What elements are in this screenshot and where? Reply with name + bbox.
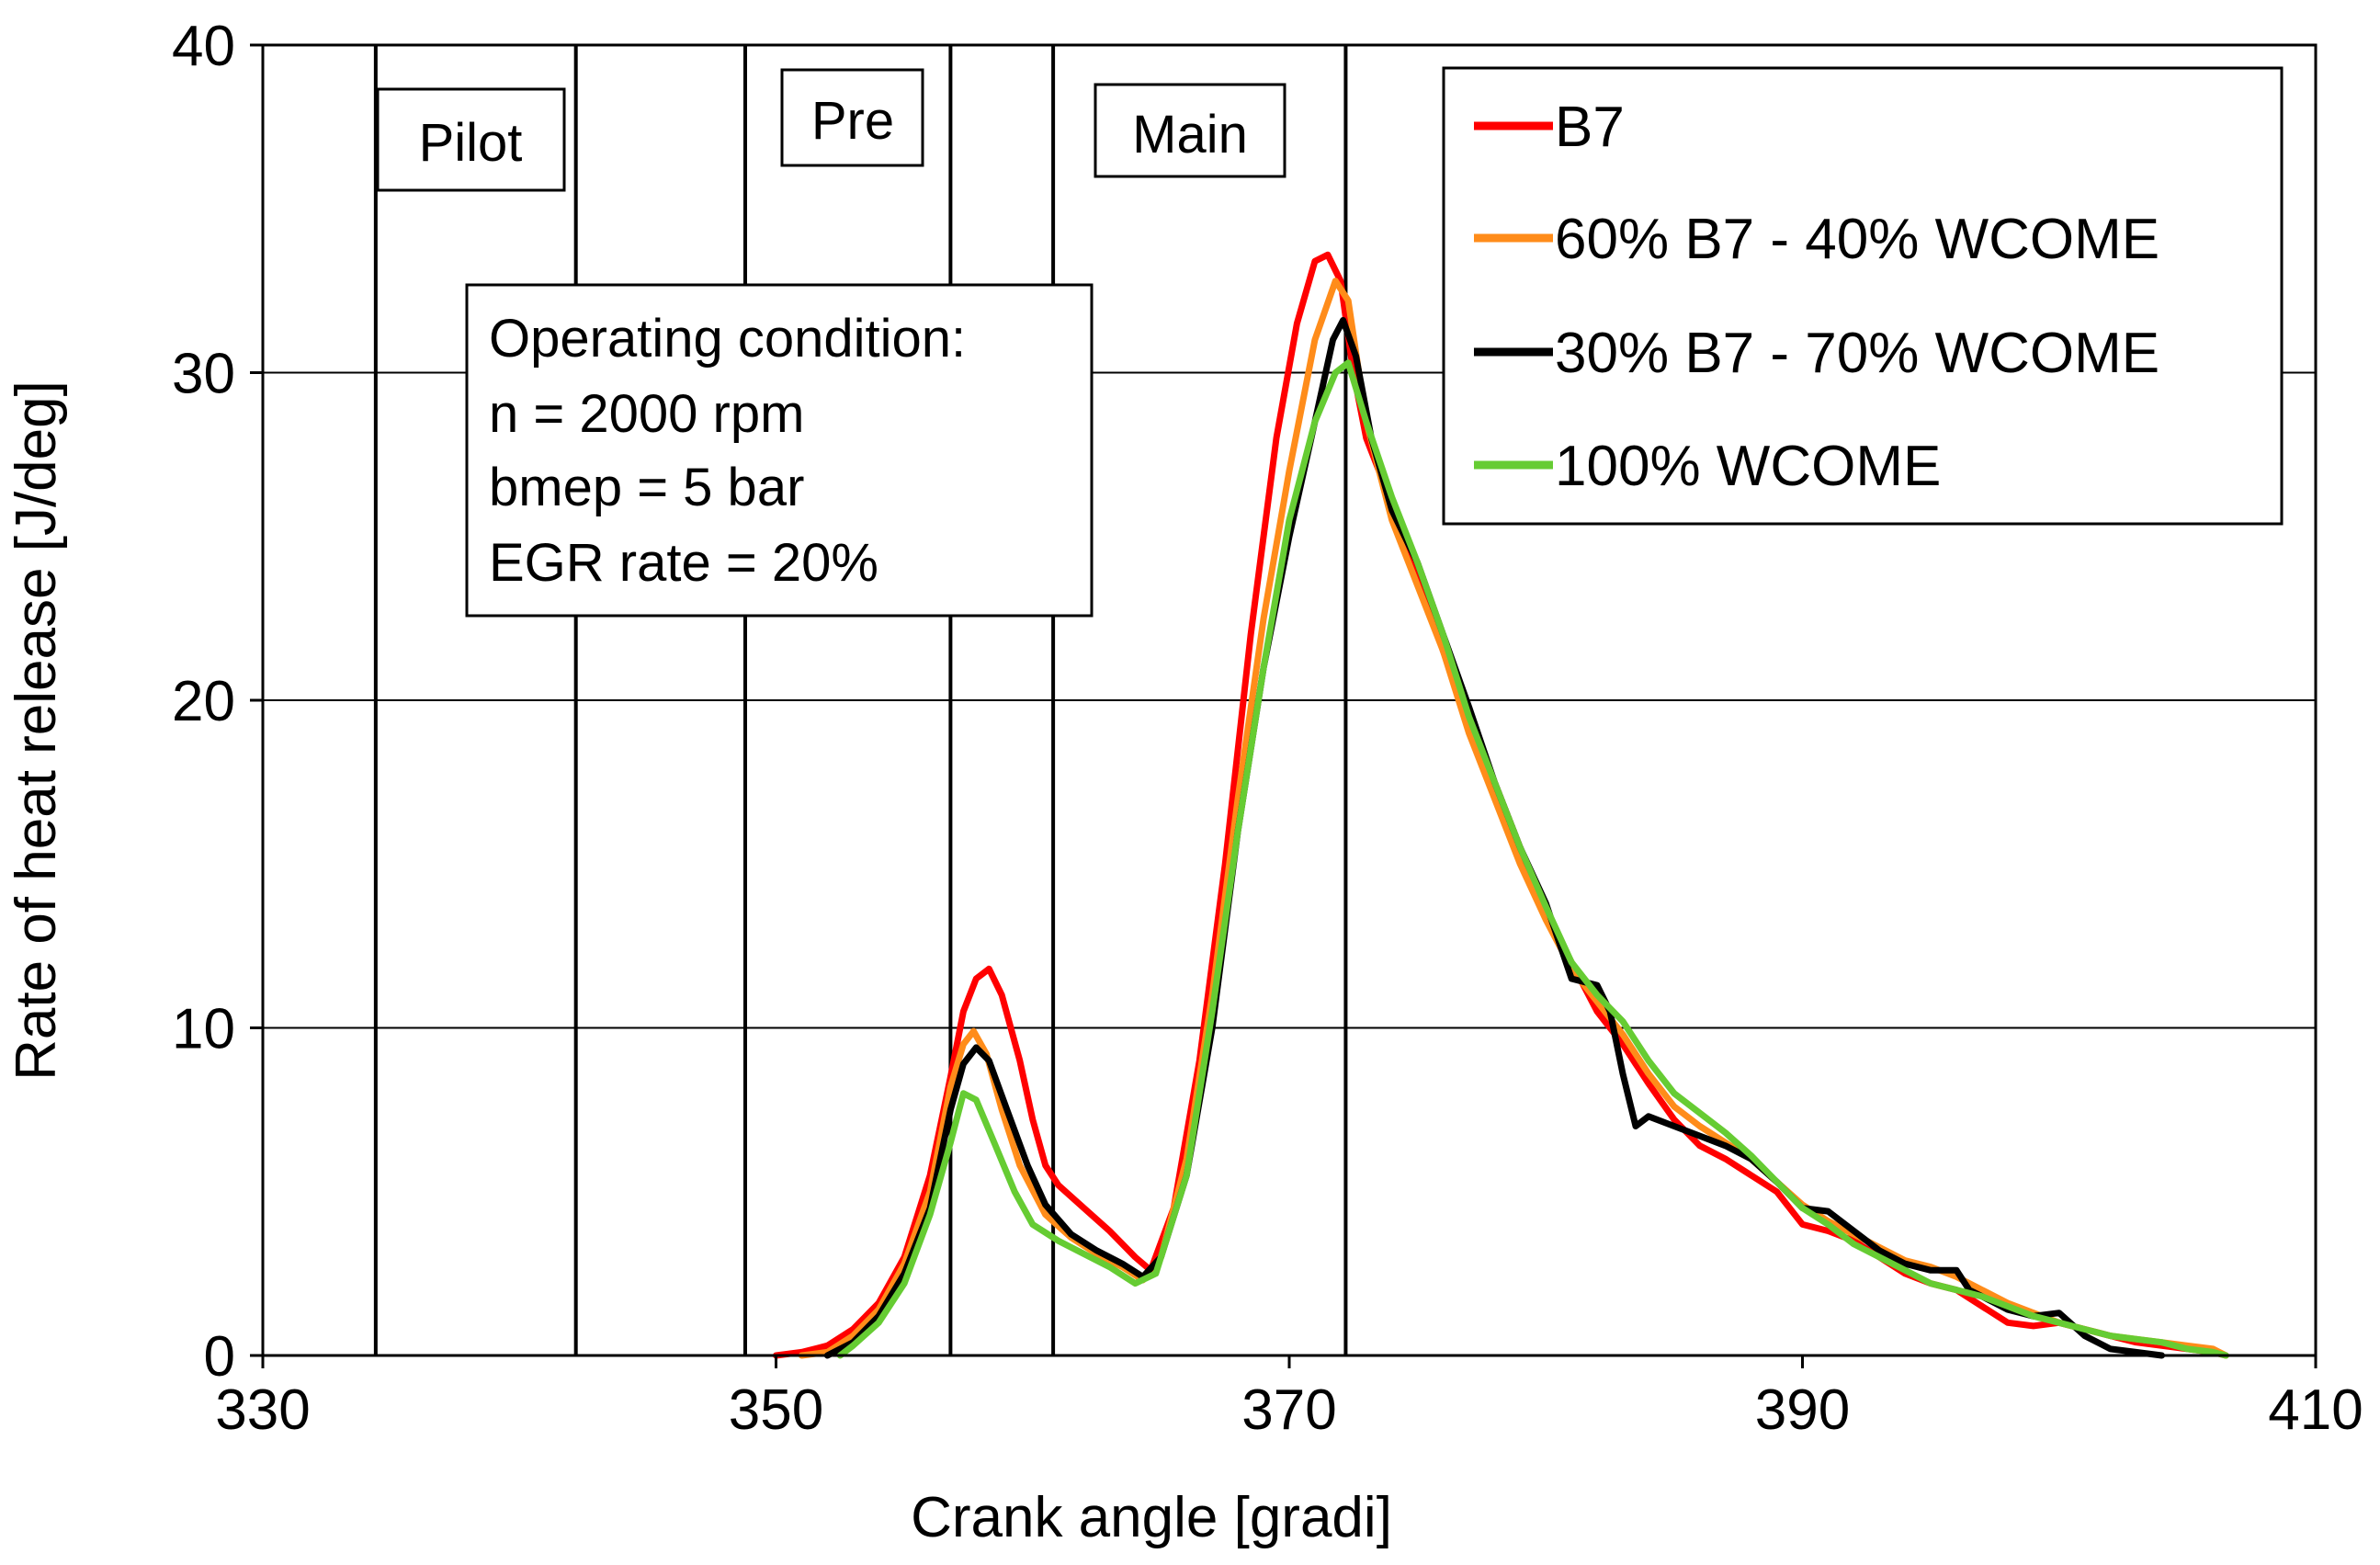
label-main-box: Main — [1094, 83, 1286, 178]
svg-text:Operating condition:: Operating condition: — [489, 309, 966, 369]
y-tick-label-30: 30 — [172, 343, 235, 406]
axis-ticks — [250, 43, 2318, 1368]
label-pre-box: Pre — [780, 68, 924, 167]
series-line-60-b7-40-wcome — [798, 278, 2229, 1359]
y-axis-title: Rate of heat release [J/deg] — [5, 380, 68, 1081]
legend-label-100-wcome: 100% WCOME — [1555, 435, 1941, 498]
injection-marker-lines — [373, 45, 1348, 1355]
x-tick-label-410: 410 — [2268, 1378, 2363, 1442]
y-tick-label-10: 10 — [172, 998, 235, 1061]
svg-text:Main: Main — [1132, 105, 1248, 164]
y-tick-label-40: 40 — [172, 15, 235, 78]
series-lines — [773, 251, 2229, 1359]
legend-label-30-b7: 30% B7 - 70% WCOME — [1555, 322, 2159, 385]
x-tick-label-330: 330 — [215, 1378, 310, 1442]
svg-text:n = 2000 rpm: n = 2000 rpm — [489, 384, 804, 444]
svg-text:Pilot: Pilot — [419, 113, 523, 173]
label-pilot-box: Pilot — [376, 87, 566, 192]
x-tick-label-370: 370 — [1241, 1378, 1336, 1442]
svg-text:bmep = 5 bar: bmep = 5 bar — [489, 458, 804, 517]
y-tick-label-20: 20 — [172, 670, 235, 733]
x-tick-label-350: 350 — [729, 1378, 823, 1442]
series-line-100-wcome — [836, 359, 2229, 1359]
svg-text:Pre: Pre — [811, 91, 894, 151]
x-axis-title: Crank angle [gradi] — [911, 1486, 1392, 1549]
x-tick-label-390: 390 — [1755, 1378, 1850, 1442]
operating-condition-note: Operating condition: n = 2000 rpm bmep =… — [465, 283, 1094, 618]
legend-label-b7: B7 — [1555, 96, 1625, 159]
legend-label-60-b7: 60% B7 - 40% WCOME — [1555, 208, 2159, 271]
legend: B7 60% B7 - 40% WCOME 30% B7 - 70% WCOME… — [1442, 66, 2284, 526]
y-tick-label-0: 0 — [204, 1325, 235, 1389]
svg-text:EGR rate = 20%: EGR rate = 20% — [489, 533, 878, 593]
axis-tick-labels: 330 350 370 390 410 0 10 20 30 40 — [172, 15, 2363, 1442]
